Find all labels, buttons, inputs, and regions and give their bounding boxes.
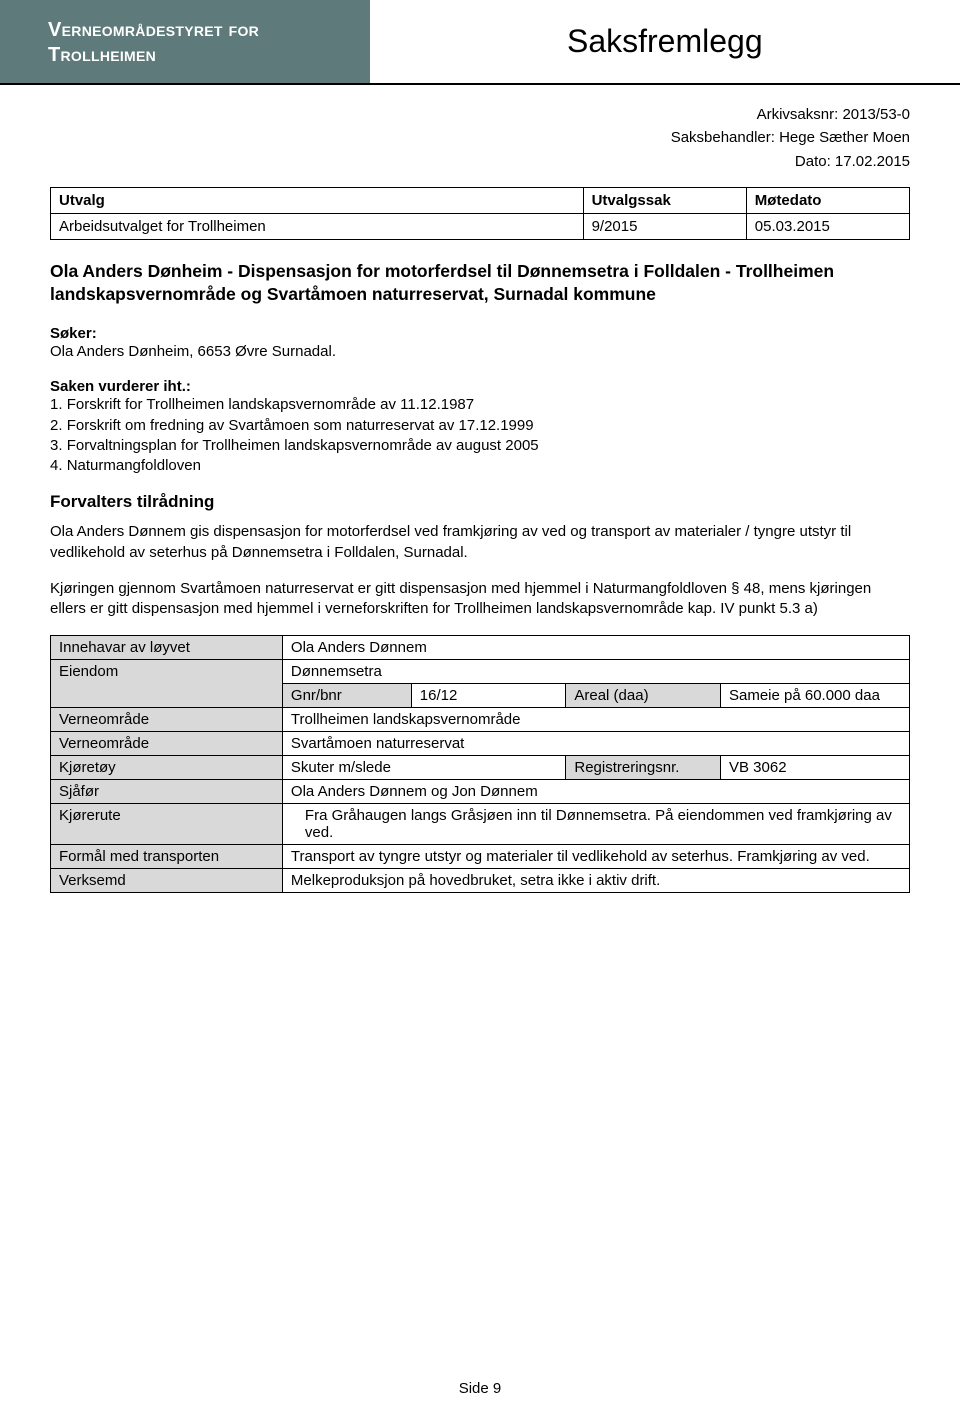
vurderer-list: Forskrift for Trollheimen landskapsverno… [50,395,910,476]
table-header-row: Utvalg Utvalgssak Møtedato [51,187,910,213]
dato: Dato: 17.02.2015 [50,150,910,173]
kjoretoy-value: Skuter m/slede [282,756,565,780]
sak-cell: 9/2015 [583,213,746,239]
areal-value: Sameie på 60.000 daa [720,684,909,708]
sjafor-label: Sjåfør [51,780,283,804]
table-row: Kjørerute Fra Gråhaugen langs Gråsjøen i… [51,804,910,845]
case-title: Ola Anders Dønheim - Dispensasjon for mo… [50,260,910,307]
list-item: Forskrift om fredning av Svartåmoen som … [50,416,910,436]
verksemd-value: Melkeproduksjon på hovedbruket, setra ik… [282,869,909,893]
list-item: Forskrift for Trollheimen landskapsverno… [50,395,910,415]
formal-label: Formål med transporten [51,845,283,869]
org-name: Verneområdestyret for Trollheimen [48,18,259,68]
table-row: Eiendom Dønnemsetra [51,660,910,684]
table-row: Verksemd Melkeproduksjon på hovedbruket,… [51,869,910,893]
vurderer-block: Saken vurderer iht.: Forskrift for Troll… [50,378,910,476]
col-dato-header: Møtedato [746,187,909,213]
innehavar-label: Innehavar av løyvet [51,636,283,660]
document-header: Verneområdestyret for Trollheimen Saksfr… [0,0,960,85]
gnr-value: 16/12 [411,684,566,708]
verneomrade1-label: Verneområde [51,708,283,732]
eiendom-name: Dønnemsetra [282,660,909,684]
saksbehandler: Saksbehandler: Hege Sæther Moen [50,126,910,149]
case-metadata: Arkivsaksnr: 2013/53-0 Saksbehandler: He… [50,103,910,173]
table-row: Verneområde Trollheimen landskapsvernomr… [51,708,910,732]
soker-label: Søker: [50,325,910,342]
arkivsaksnr: Arkivsaksnr: 2013/53-0 [50,103,910,126]
page-footer: Side 9 [0,1380,960,1397]
list-item: Naturmangfoldloven [50,456,910,476]
table-row: Sjåfør Ola Anders Dønnem og Jon Dønnem [51,780,910,804]
kjorerute-label: Kjørerute [51,804,283,845]
soker-value: Ola Anders Dønheim, 6653 Øvre Surnadal. [50,342,910,362]
org-line-2: Trollheimen [48,44,156,66]
verneomrade2-label: Verneområde [51,732,283,756]
utvalg-table: Utvalg Utvalgssak Møtedato Arbeidsutvalg… [50,187,910,240]
col-utvalg-header: Utvalg [51,187,584,213]
table-row: Innehavar av løyvet Ola Anders Dønnem [51,636,910,660]
innehavar-value: Ola Anders Dønnem [282,636,909,660]
formal-value: Transport av tyngre utstyr og materialer… [282,845,909,869]
tilradning-p1: Ola Anders Dønnem gis dispensasjon for m… [50,522,910,563]
eiendom-label: Eiendom [51,660,283,708]
sjafor-value: Ola Anders Dønnem og Jon Dønnem [282,780,909,804]
verneomrade1-value: Trollheimen landskapsvernområde [282,708,909,732]
verneomrade2-value: Svartåmoen naturreservat [282,732,909,756]
tilradning-heading: Forvalters tilrådning [50,492,910,512]
col-sak-header: Utvalgssak [583,187,746,213]
utvalg-cell: Arbeidsutvalget for Trollheimen [51,213,584,239]
table-row: Formål med transporten Transport av tyng… [51,845,910,869]
soker-block: Søker: Ola Anders Dønheim, 6653 Øvre Sur… [50,325,910,362]
header-org-block: Verneområdestyret for Trollheimen [0,0,370,83]
reg-value: VB 3062 [720,756,909,780]
document-type: Saksfremlegg [370,0,960,83]
dato-cell: 05.03.2015 [746,213,909,239]
table-row: Verneområde Svartåmoen naturreservat [51,732,910,756]
info-table: Innehavar av løyvet Ola Anders Dønnem Ei… [50,635,910,893]
org-line-1: Verneområdestyret for [48,19,259,41]
reg-label: Registreringsnr. [566,756,721,780]
vurderer-label: Saken vurderer iht.: [50,378,910,395]
document-body: Arkivsaksnr: 2013/53-0 Saksbehandler: He… [0,85,960,893]
gnr-label: Gnr/bnr [282,684,411,708]
kjoretoy-label: Kjøretøy [51,756,283,780]
areal-label: Areal (daa) [566,684,721,708]
verksemd-label: Verksemd [51,869,283,893]
list-item: Forvaltningsplan for Trollheimen landska… [50,436,910,456]
table-row: Arbeidsutvalget for Trollheimen 9/2015 0… [51,213,910,239]
table-row: Kjøretøy Skuter m/slede Registreringsnr.… [51,756,910,780]
tilradning-p2: Kjøringen gjennom Svartåmoen naturreserv… [50,579,910,620]
kjorerute-value: Fra Gråhaugen langs Gråsjøen inn til Døn… [282,804,909,845]
